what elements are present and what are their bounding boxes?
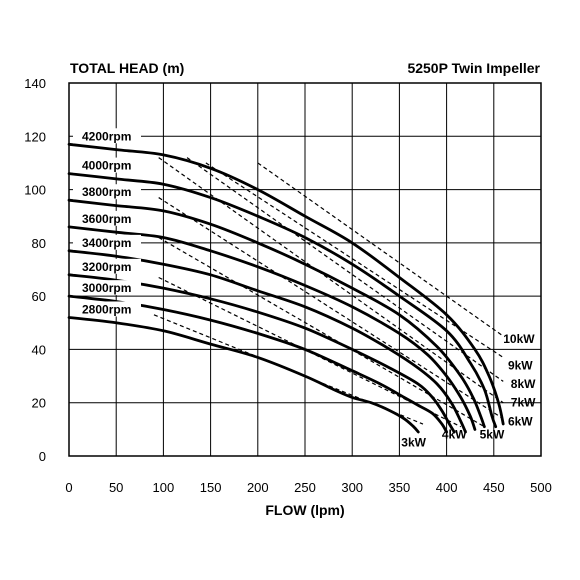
rpm-label-bg xyxy=(73,184,141,200)
speed-curve-4200rpm xyxy=(67,142,505,426)
rpm-label-bg xyxy=(73,128,141,144)
y-tick-label: 40 xyxy=(32,342,46,357)
power-label-5kw: 5kW xyxy=(480,428,505,442)
y-tick-label: 140 xyxy=(24,76,46,91)
power-line-10kw xyxy=(257,162,504,337)
rpm-label-2800rpm: 2800rpm xyxy=(82,302,131,316)
rpm-label-bg xyxy=(73,157,141,173)
speed-curve-3600rpm xyxy=(67,225,477,431)
speed-curve-3800rpm xyxy=(67,198,486,429)
y-tick-label: 120 xyxy=(24,129,46,144)
x-axis-label: FLOW (lpm) xyxy=(265,502,344,518)
rpm-label-4000rpm: 4000rpm xyxy=(82,159,131,173)
rpm-label-4200rpm: 4200rpm xyxy=(82,129,131,143)
power-label-4kw: 4kW xyxy=(442,428,467,442)
x-tick-label: 150 xyxy=(200,480,222,495)
x-tick-label: 200 xyxy=(247,480,269,495)
y-tick-label: 0 xyxy=(39,449,46,464)
x-tick-label: 300 xyxy=(341,480,363,495)
speed-curve-3200rpm xyxy=(67,273,456,434)
rpm-label-3800rpm: 3800rpm xyxy=(82,185,131,199)
speed-curve-3400rpm xyxy=(67,249,467,434)
y-tick-label: 80 xyxy=(32,236,46,251)
rpm-label-bg xyxy=(73,280,141,296)
power-label-9kw: 9kW xyxy=(508,358,533,372)
rpm-label-3000rpm: 3000rpm xyxy=(82,281,131,295)
speed-curves xyxy=(67,142,505,434)
rpm-label-3200rpm: 3200rpm xyxy=(82,260,131,274)
speed-curve-3000rpm xyxy=(67,294,448,434)
labels: 4200rpm 4000rpm 3800rpm 3600rpm 3400rpm 3200r… xyxy=(73,128,536,450)
chart-title: TOTAL HEAD (m) xyxy=(70,60,184,76)
x-tick-label: 250 xyxy=(294,480,316,495)
rpm-label-bg xyxy=(73,210,141,226)
power-line-8kw xyxy=(186,157,504,382)
speed-curve-4000rpm xyxy=(67,172,498,429)
plot-frame xyxy=(68,82,542,457)
x-tick-label: 450 xyxy=(483,480,505,495)
power-label-6kw: 6kW xyxy=(508,414,533,428)
speed-curve-2800rpm xyxy=(67,316,420,434)
power-label-8kw: 8kW xyxy=(511,377,536,391)
x-tick-label: 0 xyxy=(65,480,72,495)
rpm-label-bg xyxy=(73,234,141,250)
power-label-3kw: 3kW xyxy=(401,436,426,450)
y-tick-label: 60 xyxy=(32,289,46,304)
x-tick-label: 350 xyxy=(389,480,411,495)
y-tick-label: 100 xyxy=(24,183,46,198)
x-tick-label: 50 xyxy=(109,480,123,495)
x-tick-label: 400 xyxy=(436,480,458,495)
y-tick-label: 20 xyxy=(32,396,46,411)
rpm-label-bg xyxy=(73,301,141,317)
rpm-label-3600rpm: 3600rpm xyxy=(82,212,131,226)
rpm-label-bg xyxy=(73,258,141,274)
power-line-9kw xyxy=(205,162,504,358)
x-tick-label: 100 xyxy=(153,480,175,495)
power-label-10kw: 10kW xyxy=(503,332,535,346)
power-label-7kw: 7kW xyxy=(511,396,536,410)
x-tick-label: 500 xyxy=(530,480,552,495)
chart-subtitle: 5250P Twin Impeller xyxy=(407,60,540,76)
tick-labels: 0 50 100 150 200 250 300 350 400 450 500 0 20 40 60 80 1… xyxy=(24,76,552,495)
rpm-label-3400rpm: 3400rpm xyxy=(82,236,131,250)
power-line-6kw xyxy=(158,197,504,420)
